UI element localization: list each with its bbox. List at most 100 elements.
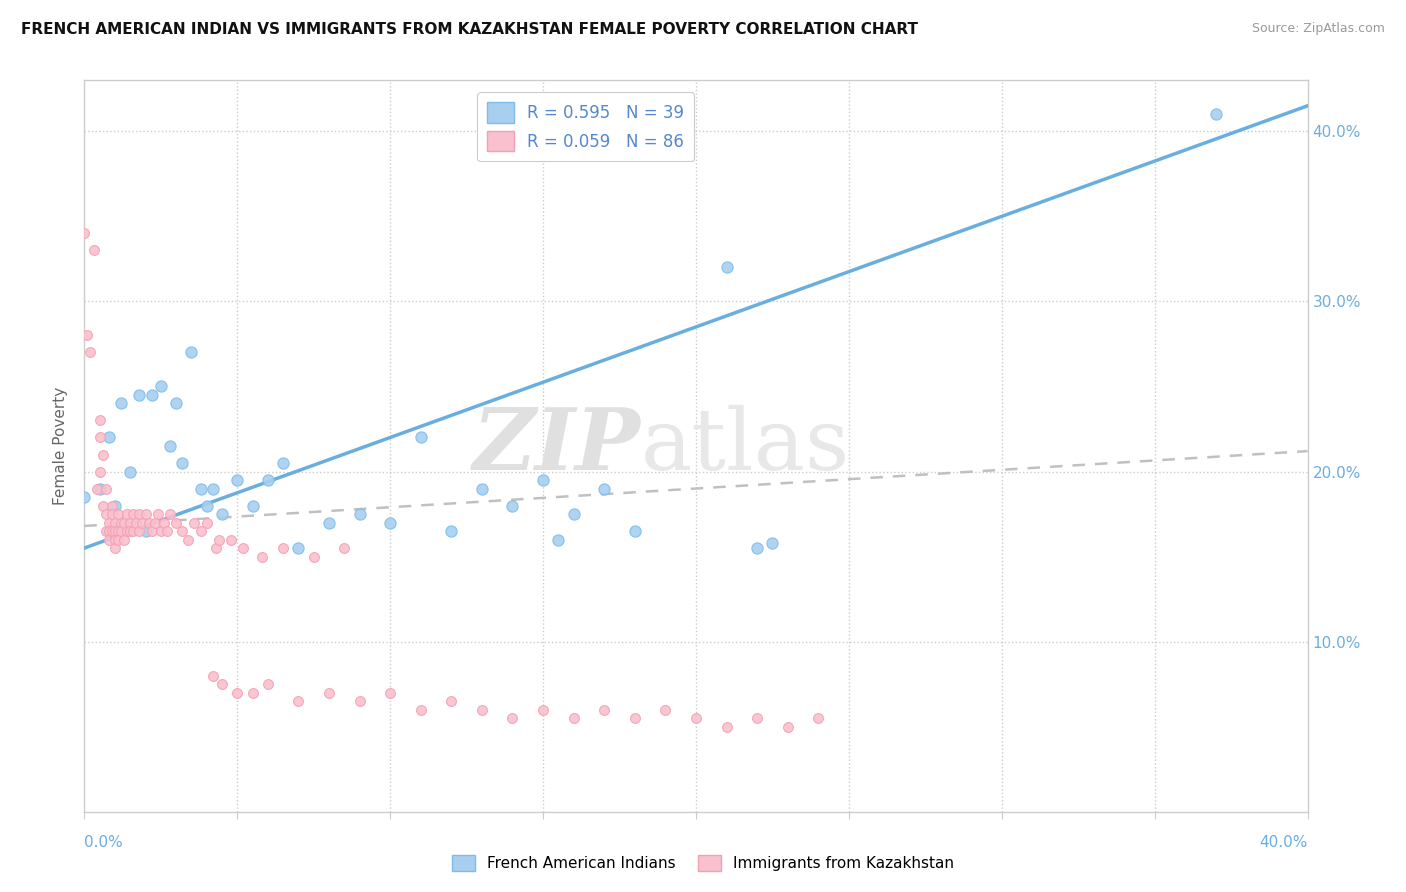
Text: Source: ZipAtlas.com: Source: ZipAtlas.com xyxy=(1251,22,1385,36)
Point xyxy=(593,703,616,717)
Point xyxy=(125,516,148,530)
Point xyxy=(91,499,114,513)
Point xyxy=(195,516,218,530)
Point xyxy=(349,694,371,708)
Point xyxy=(318,516,340,530)
Point xyxy=(107,524,129,538)
Point xyxy=(97,533,120,547)
Text: ZIP: ZIP xyxy=(472,404,641,488)
Point xyxy=(115,507,138,521)
Point xyxy=(242,686,264,700)
Point xyxy=(156,524,179,538)
Point xyxy=(141,388,163,402)
Point xyxy=(242,499,264,513)
Point xyxy=(112,533,135,547)
Point xyxy=(562,711,585,725)
Point xyxy=(471,703,494,717)
Point xyxy=(101,499,124,513)
Point xyxy=(232,541,254,555)
Point xyxy=(89,430,111,444)
Point xyxy=(562,507,585,521)
Point xyxy=(91,448,114,462)
Point xyxy=(349,507,371,521)
Point xyxy=(104,499,127,513)
Point xyxy=(149,524,172,538)
Point xyxy=(409,430,432,444)
Point xyxy=(201,482,224,496)
Point xyxy=(747,541,769,555)
Point xyxy=(94,507,117,521)
Point xyxy=(153,516,176,530)
Point xyxy=(716,260,738,275)
Point xyxy=(73,227,96,241)
Point xyxy=(104,516,127,530)
Legend: R = 0.595   N = 39, R = 0.059   N = 86: R = 0.595 N = 39, R = 0.059 N = 86 xyxy=(478,92,695,161)
Point xyxy=(287,541,309,555)
Point xyxy=(226,473,249,487)
Point xyxy=(211,507,233,521)
Point xyxy=(97,524,120,538)
Text: 0.0%: 0.0% xyxy=(84,835,124,850)
Point xyxy=(502,499,524,513)
Point xyxy=(211,677,233,691)
Point xyxy=(104,524,127,538)
Point xyxy=(131,516,153,530)
Point xyxy=(97,516,120,530)
Point xyxy=(219,533,242,547)
Point xyxy=(76,328,98,343)
Point xyxy=(149,379,172,393)
Point xyxy=(776,720,799,734)
Text: FRENCH AMERICAN INDIAN VS IMMIGRANTS FROM KAZAKHSTAN FEMALE POVERTY CORRELATION : FRENCH AMERICAN INDIAN VS IMMIGRANTS FRO… xyxy=(21,22,918,37)
Point xyxy=(190,524,212,538)
Point xyxy=(177,533,200,547)
Y-axis label: Female Poverty: Female Poverty xyxy=(53,387,69,505)
Point xyxy=(120,465,142,479)
Point xyxy=(138,516,160,530)
Point xyxy=(110,396,132,410)
Text: atlas: atlas xyxy=(641,404,851,488)
Point xyxy=(94,524,117,538)
Point xyxy=(257,473,280,487)
Point xyxy=(89,413,111,427)
Point xyxy=(761,536,783,550)
Point xyxy=(86,482,108,496)
Point xyxy=(195,499,218,513)
Point xyxy=(201,668,224,682)
Point xyxy=(172,524,194,538)
Point xyxy=(97,430,120,444)
Point xyxy=(471,482,494,496)
Point xyxy=(440,694,463,708)
Point xyxy=(128,524,150,538)
Point xyxy=(146,507,169,521)
Point xyxy=(89,465,111,479)
Point xyxy=(101,524,124,538)
Point xyxy=(112,516,135,530)
Point xyxy=(409,703,432,717)
Point xyxy=(94,482,117,496)
Point xyxy=(208,533,231,547)
Point xyxy=(190,482,212,496)
Point xyxy=(128,388,150,402)
Point xyxy=(101,507,124,521)
Point xyxy=(110,524,132,538)
Point xyxy=(271,541,294,555)
Point xyxy=(159,507,181,521)
Point xyxy=(165,516,187,530)
Point xyxy=(287,694,309,708)
Point xyxy=(531,473,554,487)
Point xyxy=(747,711,769,725)
Point xyxy=(122,524,145,538)
Point xyxy=(547,533,569,547)
Point xyxy=(115,524,138,538)
Point xyxy=(380,686,402,700)
Point xyxy=(143,516,166,530)
Point xyxy=(624,524,647,538)
Point xyxy=(205,541,228,555)
Point xyxy=(73,490,96,504)
Point xyxy=(104,541,127,555)
Point xyxy=(226,686,249,700)
Point xyxy=(257,677,280,691)
Point xyxy=(654,703,676,717)
Point xyxy=(141,524,163,538)
Point xyxy=(593,482,616,496)
